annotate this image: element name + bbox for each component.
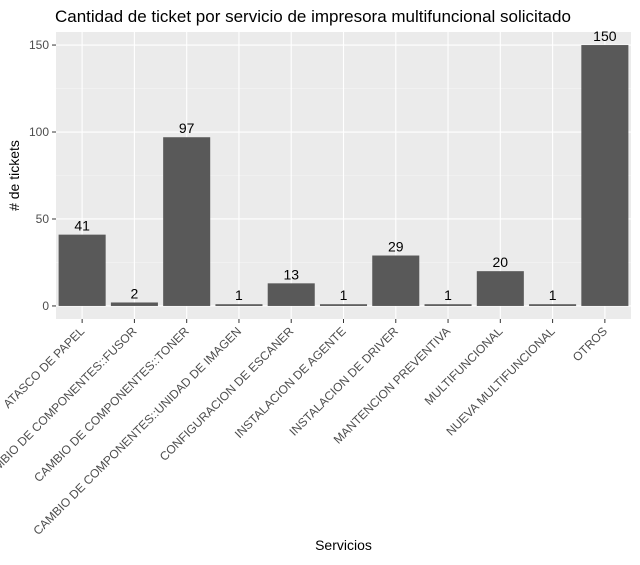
bar <box>424 304 472 306</box>
bar <box>581 45 629 306</box>
bar-value-label: 29 <box>388 239 404 255</box>
bar-value-label: 1 <box>235 287 243 303</box>
bar-value-label: 1 <box>340 287 348 303</box>
x-tick-label: INSTALACION DE AGENTE <box>232 324 349 441</box>
bar <box>529 304 577 306</box>
bar-value-label: 2 <box>131 285 139 301</box>
bar <box>163 137 211 306</box>
bar-value-label: 1 <box>444 287 452 303</box>
y-axis-title: # de tickets <box>6 140 22 211</box>
bar-value-label: 1 <box>549 287 557 303</box>
y-axis: 0 50 100 150 <box>29 38 56 313</box>
y-tick-label: 0 <box>42 299 49 313</box>
x-tick-label: INSTALACION DE DRIVER <box>286 324 401 439</box>
bar <box>215 304 263 306</box>
bar-value-label: 97 <box>179 120 195 136</box>
bar <box>476 271 524 306</box>
bar <box>319 304 368 306</box>
bar-value-label: 13 <box>283 266 299 282</box>
bar-value-label: 20 <box>493 254 509 270</box>
x-axis-title: Servicios <box>315 537 372 553</box>
x-tick-label: OTROS <box>570 324 610 364</box>
bar <box>110 302 158 306</box>
bar <box>267 283 315 306</box>
data-labels: 41 2 97 1 13 1 29 1 20 1 150 <box>74 28 616 303</box>
y-tick-label: 150 <box>29 38 49 52</box>
bar-value-label: 41 <box>74 218 90 234</box>
bar <box>372 255 420 306</box>
x-tick-label: NUEVA MULTIFUNCIONAL <box>443 324 557 438</box>
y-tick-label: 50 <box>36 212 50 226</box>
chart-title: Cantidad de ticket por servicio de impre… <box>55 7 571 26</box>
bars <box>58 45 629 306</box>
bar <box>58 234 106 306</box>
bar-value-label: 150 <box>593 28 617 44</box>
y-tick-label: 100 <box>29 125 49 139</box>
